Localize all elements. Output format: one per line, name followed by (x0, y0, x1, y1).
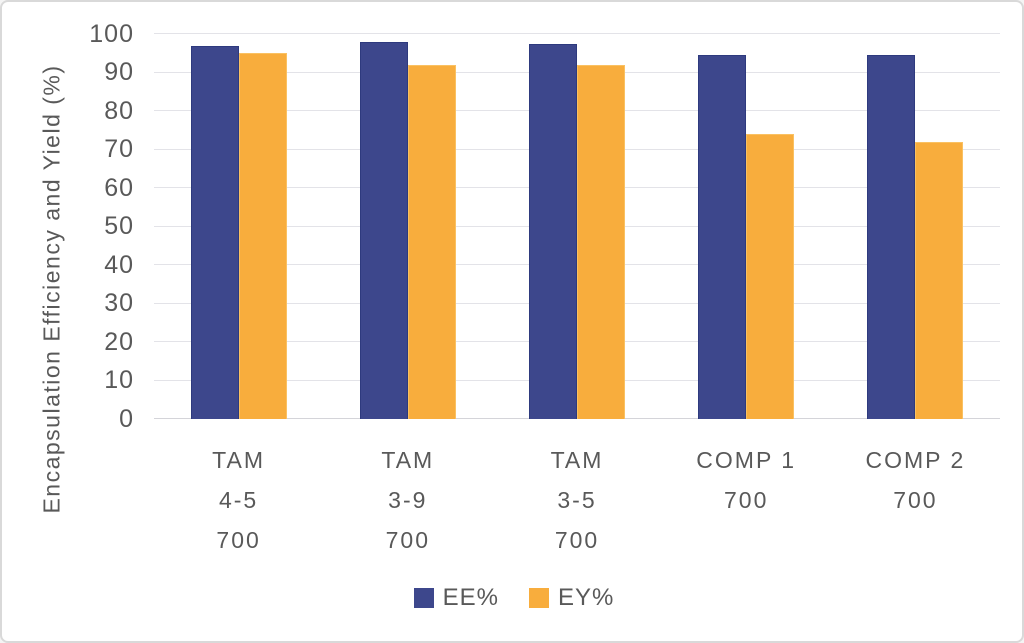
x-axis-label-line: TAM (550, 447, 604, 473)
bar-EYpct-tam-3-9-700[interactable] (407, 64, 456, 419)
x-axis-label-line: 700 (893, 487, 938, 513)
y-tick-label: 0 (119, 404, 134, 433)
x-axis-label-line: TAM (212, 447, 266, 473)
x-axis-label-line: 4-5 (218, 487, 259, 513)
bar-EEpct-tam-4-5-700[interactable] (190, 45, 239, 419)
y-tick-label: 60 (104, 173, 134, 202)
bar-EYpct-comp2-700[interactable] (915, 141, 964, 419)
x-axis-label-line: 700 (724, 487, 769, 513)
bar-EEpct-comp1-700[interactable] (698, 55, 747, 419)
bar-group-comp1-700 (698, 55, 795, 419)
x-axis-label-comp1-700: COMP 1 700 (656, 440, 836, 520)
x-axis-label-line: 700 (385, 527, 430, 553)
x-axis-label-tam-3-5-700: TAM 3-5 700 (487, 440, 667, 560)
x-axis-label-comp2-700: COMP 2 700 (825, 440, 1005, 520)
x-axis-label-line: TAM (381, 447, 435, 473)
y-tick-label: 80 (104, 96, 134, 125)
bar-group-comp2-700 (867, 55, 964, 419)
bar-EEpct-comp2-700[interactable] (867, 55, 916, 419)
x-axis-label-line: 700 (554, 527, 600, 553)
x-axis-label-line: COMP 1 (696, 447, 797, 473)
bar-EEpct-tam-3-9-700[interactable] (359, 41, 408, 419)
plot-area (154, 33, 1000, 419)
legend: EE% EY% (2, 584, 1022, 612)
legend-label: EE% (442, 584, 499, 611)
y-tick-label: 40 (104, 250, 134, 279)
legend-item-EEpct[interactable]: EE% (413, 584, 499, 612)
y-tick-label: 30 (104, 289, 134, 317)
y-tick-label: 20 (104, 327, 134, 356)
x-axis-label-line: 3-5 (557, 487, 597, 513)
legend-item-EYpct[interactable]: EY% (529, 584, 614, 612)
bar-group-tam-3-5-700 (529, 43, 625, 419)
x-axis-label-line: 3-9 (388, 487, 428, 513)
x-axis-label-tam-3-9-700: TAM 3-9 700 (318, 440, 498, 560)
bar-group-tam-4-5-700 (190, 45, 287, 419)
bar-EYpct-tam-3-5-700[interactable] (577, 64, 625, 419)
x-axis-label-line: 700 (216, 527, 261, 553)
gridline-y100 (154, 33, 1000, 34)
x-axis-label-line: COMP 2 (865, 447, 966, 473)
legend-swatch-icon (529, 588, 549, 608)
bar-EYpct-tam-4-5-700[interactable] (238, 53, 287, 419)
y-tick-label: 70 (104, 135, 134, 163)
y-tick-label: 90 (104, 58, 134, 86)
x-axis-label-tam-4-5-700: TAM 4-5 700 (149, 440, 329, 560)
bar-EEpct-tam-3-5-700[interactable] (529, 43, 577, 419)
x-axis-labels: TAM 4-5 700 TAM 3-9 700 TAM 3-5 700 COMP 1 700 COMP… (2, 440, 1022, 565)
bar-EYpct-comp1-700[interactable] (746, 134, 795, 419)
legend-swatch-icon (413, 588, 434, 608)
y-tick-label: 10 (104, 366, 134, 394)
y-tick-label: 50 (104, 212, 134, 240)
legend-label: EY% (558, 584, 615, 611)
bar-group-tam-3-9-700 (359, 41, 456, 419)
y-tick-label: 100 (89, 19, 134, 48)
